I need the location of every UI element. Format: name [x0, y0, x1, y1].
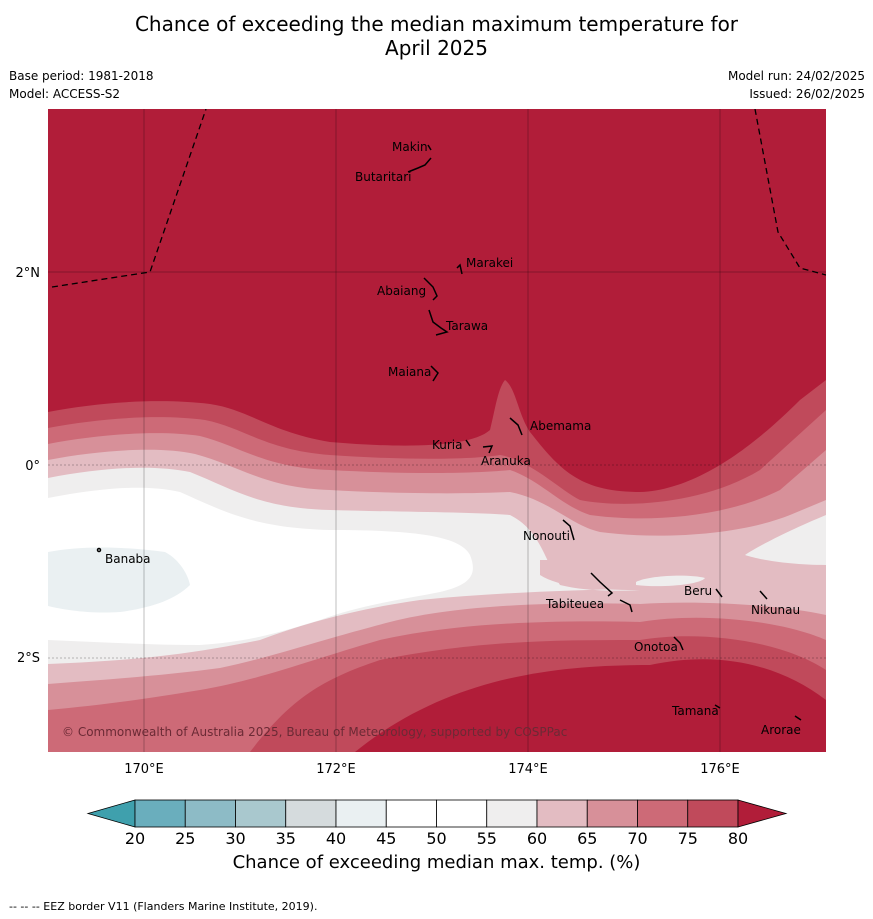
island-label-nonouti: Nonouti	[523, 529, 570, 543]
colorbar-swatch-25-30	[184, 799, 236, 828]
colorbar-swatch-55-60	[486, 799, 538, 828]
island-label-makin: Makin	[392, 140, 428, 154]
base-period: Base period: 1981-2018	[9, 69, 154, 83]
lon-axis: 170°E 172°E 174°E 176°E	[124, 762, 740, 777]
map-grid	[48, 109, 826, 752]
island-labels: Makin Butaritari Marakei Abaiang Tarawa …	[105, 140, 801, 737]
colorbar-swatch-20-25	[134, 799, 186, 828]
issued-date: Issued: 26/02/2025	[749, 87, 865, 101]
colorbar-arrow-low	[86, 799, 136, 828]
colorbar-swatch-50-55	[436, 799, 488, 828]
colorbar-tick-25: 25	[175, 829, 195, 848]
island-label-tarawa: Tarawa	[445, 319, 488, 333]
copyright-text: © Commonwealth of Australia 2025, Bureau…	[62, 725, 567, 739]
colorbar: 20 25 30 35 40 45 50 55 60 65 70 75 80	[86, 799, 788, 848]
map-title: Chance of exceeding the median maximum t…	[0, 12, 873, 60]
band-60-65-patch	[540, 518, 826, 595]
title-line-1: Chance of exceeding the median maximum t…	[134, 12, 739, 36]
eez-border	[51, 109, 826, 288]
island-label-nikunau: Nikunau	[751, 603, 800, 617]
lon-label-174e: 174°E	[508, 762, 548, 777]
island-label-tamana: Tamana	[671, 704, 719, 718]
island-label-banaba: Banaba	[105, 552, 151, 566]
meta-right: Model run: 24/02/2025 Issued: 26/02/2025	[728, 67, 865, 103]
colorbar-tick-45: 45	[376, 829, 396, 848]
lat-label-2s: 2°S	[17, 651, 40, 666]
colorbar-tick-50: 50	[426, 829, 446, 848]
island-label-butaritari: Butaritari	[355, 170, 412, 184]
colorbar-tick-60: 60	[527, 829, 547, 848]
colorbar-title: Chance of exceeding median max. temp. (%…	[232, 852, 641, 873]
lon-label-176e: 176°E	[700, 762, 740, 777]
band-40-45	[48, 547, 190, 613]
title-line-2: April 2025	[385, 36, 488, 60]
colorbar-tick-75: 75	[678, 829, 698, 848]
island-label-abemama: Abemama	[530, 419, 591, 433]
island-label-marakei: Marakei	[466, 256, 513, 270]
model-name: Model: ACCESS-S2	[9, 87, 121, 101]
colorbar-tick-20: 20	[125, 829, 145, 848]
colorbar-arrow-high	[737, 799, 788, 828]
colorbar-swatch-40-45	[335, 799, 387, 828]
colorbar-tick-80: 80	[728, 829, 748, 848]
colorbar-tick-65: 65	[577, 829, 597, 848]
island-label-aranuka: Aranuka	[481, 454, 531, 468]
lat-label-2n: 2°N	[16, 266, 41, 281]
meta-left: Base period: 1981-2018 Model: ACCESS-S2	[9, 67, 154, 103]
colorbar-swatch-30-35	[235, 799, 287, 828]
colorbar-swatch-60-65	[536, 799, 588, 828]
island-label-beru: Beru	[684, 584, 712, 598]
colorbar-swatch-45-50	[385, 799, 437, 828]
lat-label-0: 0°	[25, 459, 40, 474]
colorbar-swatch-70-75	[637, 799, 689, 828]
lat-axis: 2°N 0° 2°S	[16, 266, 41, 666]
colorbar-tick-40: 40	[326, 829, 346, 848]
band-55-60-beru	[636, 575, 705, 587]
colorbar-tick-70: 70	[627, 829, 647, 848]
colorbar-tick-30: 30	[225, 829, 245, 848]
colorbar-tick-55: 55	[477, 829, 497, 848]
colorbar-swatch-35-40	[285, 799, 337, 828]
band-55-60-east	[745, 515, 826, 565]
island-label-maiana: Maiana	[388, 365, 431, 379]
island-shapes	[96, 144, 802, 721]
model-run: Model run: 24/02/2025	[727, 69, 865, 83]
lon-label-170e: 170°E	[124, 762, 164, 777]
lon-label-172e: 172°E	[316, 762, 356, 777]
eez-note: -- -- -- EEZ border V11 (Flanders Marine…	[9, 900, 318, 913]
probability-field	[48, 109, 826, 752]
island-label-kuria: Kuria	[432, 438, 463, 452]
island-label-abaiang: Abaiang	[377, 284, 426, 298]
colorbar-swatch-75-80	[687, 799, 739, 828]
island-label-arorae: Arorae	[761, 723, 801, 737]
colorbar-tick-35: 35	[276, 829, 296, 848]
band-45-55	[48, 487, 473, 645]
colorbar-swatch-65-70	[586, 799, 638, 828]
island-label-tabiteuea: Tabiteuea	[545, 597, 604, 611]
island-label-onotoa: Onotoa	[634, 640, 678, 654]
